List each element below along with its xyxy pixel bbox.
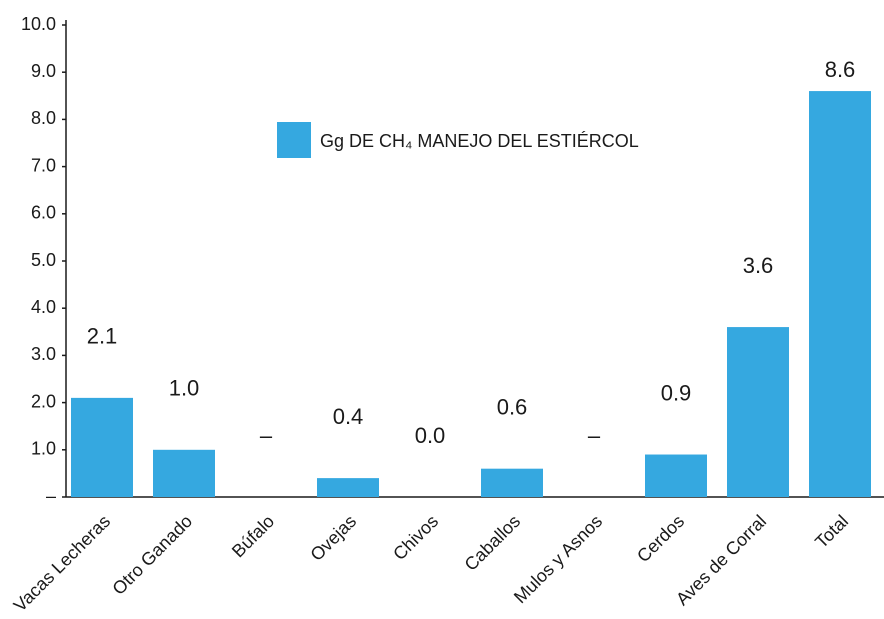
bar <box>809 91 871 497</box>
y-tick-label: 10.0 <box>21 14 56 34</box>
y-tick-label: 2.0 <box>31 391 56 411</box>
page: {"chart_data": {"type": "bar", "categori… <box>0 0 884 619</box>
value-label: 8.6 <box>825 57 856 82</box>
y-tick-label: 3.0 <box>31 344 56 364</box>
bar <box>71 398 133 497</box>
bar <box>317 478 379 497</box>
value-label: 1.0 <box>169 376 200 401</box>
x-tick-label: Total <box>811 511 852 552</box>
bar <box>645 455 707 497</box>
value-label: 2.1 <box>87 324 118 349</box>
x-tick-label: Vacas Lecheras <box>10 511 114 615</box>
y-tick-label: 1.0 <box>31 439 56 459</box>
y-tick-label: 4.0 <box>31 297 56 317</box>
bar <box>153 450 215 497</box>
x-tick-label: Cerdos <box>633 511 688 566</box>
bar <box>481 469 543 497</box>
value-label: 0.9 <box>661 380 692 405</box>
value-label: – <box>260 423 273 448</box>
y-tick-label: – <box>46 486 56 506</box>
x-tick-label: Caballos <box>461 511 525 575</box>
value-label: 0.6 <box>497 394 528 419</box>
value-label: 0.4 <box>333 404 364 429</box>
y-tick-label: 9.0 <box>31 61 56 81</box>
legend-swatch <box>277 122 311 158</box>
y-tick-label: 8.0 <box>31 108 56 128</box>
x-tick-label: Búfalo <box>228 511 278 561</box>
value-label: 3.6 <box>743 253 774 278</box>
value-label: – <box>588 423 601 448</box>
x-tick-label: Mulos y Asnos <box>510 511 606 607</box>
chart: Gg DE CH₄ MANEJO DEL ESTIÉRCOL – 1.0 2.0 3.… <box>0 0 884 619</box>
x-tick-label: Otro Ganado <box>108 511 196 599</box>
y-tick-label: 7.0 <box>31 155 56 175</box>
y-tick-label: 6.0 <box>31 203 56 223</box>
x-tick-label: Ovejas <box>306 511 360 565</box>
bar <box>727 327 789 497</box>
y-tick-label: 5.0 <box>31 250 56 270</box>
x-tick-label: Chivos <box>389 511 442 564</box>
legend-label: Gg DE CH₄ MANEJO DEL ESTIÉRCOL <box>320 131 639 151</box>
value-label: 0.0 <box>415 423 446 448</box>
